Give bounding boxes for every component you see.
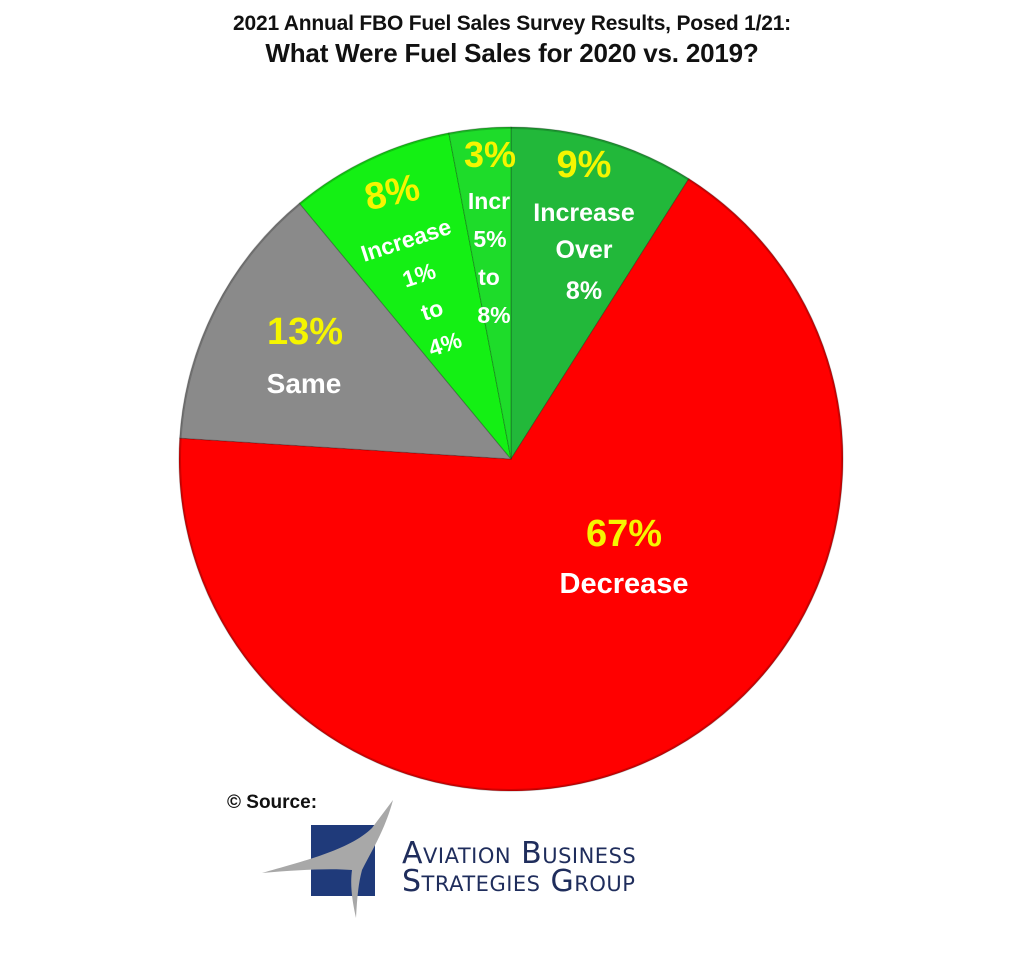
slice-label-incr-5-to-8: 3% Incr 5% to 8% bbox=[464, 134, 516, 328]
pie-slice-increase-over-8 bbox=[510, 126, 690, 461]
slice-pct-9: 9% bbox=[557, 144, 612, 186]
slice-text: 8% bbox=[566, 277, 602, 305]
logo-wordmark-line1: Aviation Business bbox=[402, 836, 637, 871]
logo-mark bbox=[262, 800, 393, 918]
logo-wordmark-line2: Strategies Group bbox=[402, 864, 636, 899]
pie-slice-decrease bbox=[178, 177, 844, 792]
slice-pct-3: 3% bbox=[464, 134, 516, 175]
slice-pct-13: 13% bbox=[267, 311, 343, 353]
slice-label-decrease: 67% Decrease bbox=[560, 513, 689, 600]
slice-text: Over bbox=[556, 236, 613, 264]
slice-text: to bbox=[478, 264, 500, 290]
logo-swoosh-icon bbox=[262, 800, 393, 918]
slice-label-increase-over-8: 9% Increase Over 8% bbox=[533, 144, 635, 305]
slice-pct-67: 67% bbox=[586, 513, 662, 555]
pie-slices bbox=[178, 126, 844, 792]
slice-text: Incr bbox=[468, 188, 510, 214]
chart-title-line1: 2021 Annual FBO Fuel Sales Survey Result… bbox=[233, 12, 791, 35]
slice-text: Decrease bbox=[560, 568, 689, 600]
slice-text: Same bbox=[267, 368, 342, 399]
source-label: © Source: bbox=[227, 792, 318, 813]
pie-slice-incr-5-to-8 bbox=[448, 126, 512, 460]
chart-title-line2: What Were Fuel Sales for 2020 vs. 2019? bbox=[265, 38, 759, 68]
slice-text: 8% bbox=[477, 302, 510, 328]
slice-text: 5% bbox=[473, 226, 506, 252]
slice-label-same: 13% Same bbox=[267, 311, 343, 399]
pie-slice-increase-1-to-4 bbox=[298, 132, 512, 460]
pie-rim bbox=[179, 127, 843, 791]
pie-slice-same bbox=[179, 202, 513, 460]
slice-text: Increase bbox=[533, 199, 635, 227]
